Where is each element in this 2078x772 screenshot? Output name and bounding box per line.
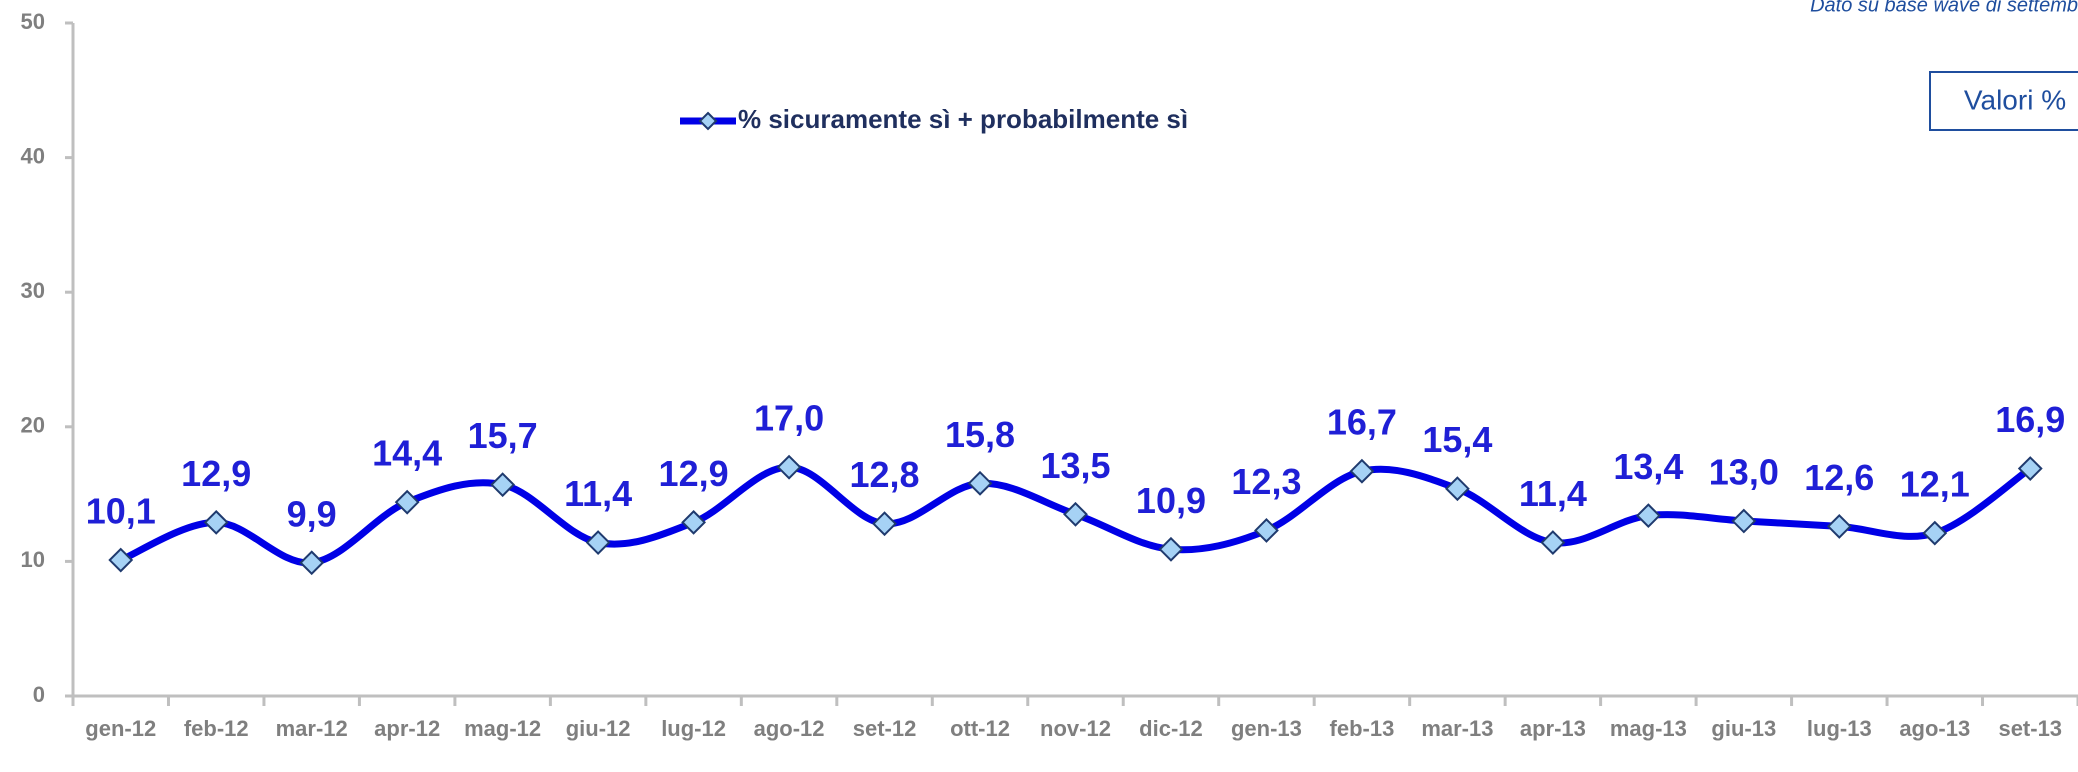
value-label: 12,3 xyxy=(1231,461,1301,502)
x-tick-label: nov-12 xyxy=(1040,716,1111,741)
note: Dato su base wave di settemb xyxy=(1810,0,2078,16)
marker xyxy=(1922,520,1948,546)
x-tick-label: dic-12 xyxy=(1139,716,1203,741)
x-tick-label: mar-12 xyxy=(276,716,348,741)
value-label: 15,4 xyxy=(1422,419,1492,460)
value-label: 12,1 xyxy=(1900,464,1970,505)
x-tick-label: ago-13 xyxy=(1899,716,1970,741)
value-label: 10,9 xyxy=(1136,480,1206,521)
x-tick-label: apr-12 xyxy=(374,716,440,741)
value-label: 16,7 xyxy=(1327,402,1397,443)
value-label: 12,8 xyxy=(850,454,920,495)
y-tick-label: 0 xyxy=(33,682,45,707)
box xyxy=(1929,71,2078,131)
y-tick-label: 30 xyxy=(21,278,45,303)
marker xyxy=(585,530,611,555)
x-tick-label: mag-13 xyxy=(1610,716,1687,741)
marker xyxy=(1158,536,1184,562)
marker xyxy=(872,511,897,537)
legend-marker xyxy=(698,111,718,131)
legend-label: % sicuramente sì + probabilmente sì xyxy=(738,104,1188,134)
x-tick-label: gen-13 xyxy=(1231,716,1302,741)
x-tick-label: set-13 xyxy=(1998,716,2062,741)
x-tick-label: mag-12 xyxy=(464,716,541,741)
y-tick-label: 10 xyxy=(21,547,45,572)
marker xyxy=(2017,456,2043,481)
value-label: 15,7 xyxy=(468,415,538,456)
marker xyxy=(1063,501,1088,527)
marker xyxy=(1635,503,1661,529)
value-label: 11,4 xyxy=(564,473,632,514)
x-tick-label: giu-12 xyxy=(566,716,631,741)
marker xyxy=(1254,518,1279,543)
x-tick-label: set-12 xyxy=(853,716,917,741)
x-tick-label: feb-12 xyxy=(184,716,249,741)
marker xyxy=(967,470,993,496)
marker xyxy=(490,472,516,498)
y-tick-label: 40 xyxy=(21,143,45,168)
value-label: 12,6 xyxy=(1804,457,1874,498)
value-label: 13,4 xyxy=(1613,446,1683,487)
value-label: 11,4 xyxy=(1519,473,1587,514)
marker xyxy=(203,509,229,535)
x-tick-label: feb-13 xyxy=(1330,716,1395,741)
x-tick-label: apr-13 xyxy=(1520,716,1586,741)
value-label: 10,1 xyxy=(86,491,156,532)
value-label: 17,0 xyxy=(754,398,824,439)
value-label: 12,9 xyxy=(659,453,729,494)
x-tick-label: ago-12 xyxy=(754,716,825,741)
value-label: 9,9 xyxy=(287,493,337,534)
marker xyxy=(1349,458,1375,484)
value-label: 12,9 xyxy=(181,453,251,494)
y-tick-label: 20 xyxy=(21,413,45,438)
marker xyxy=(681,509,707,535)
box-label: Valori % xyxy=(1964,84,2066,115)
marker xyxy=(299,550,325,576)
x-tick-label: mar-13 xyxy=(1421,716,1493,741)
x-tick-label: lug-12 xyxy=(661,716,726,741)
x-tick-label: gen-12 xyxy=(85,716,156,741)
marker xyxy=(108,547,134,573)
marker xyxy=(1444,476,1470,502)
value-label: 16,9 xyxy=(1995,399,2065,440)
value-label: 13,0 xyxy=(1709,452,1779,493)
x-tick-label: ott-12 xyxy=(950,716,1010,741)
value-label: 15,8 xyxy=(945,414,1015,455)
value-label: 14,4 xyxy=(372,433,442,474)
marker xyxy=(1826,513,1852,539)
x-tick-label: lug-13 xyxy=(1807,716,1872,741)
x-tick-label: giu-13 xyxy=(1711,716,1776,741)
value-label: 13,5 xyxy=(1040,445,1110,486)
marker xyxy=(1731,508,1757,534)
marker xyxy=(394,489,420,515)
y-tick-label: 50 xyxy=(21,9,45,34)
marker xyxy=(776,454,802,480)
marker xyxy=(1540,530,1566,555)
